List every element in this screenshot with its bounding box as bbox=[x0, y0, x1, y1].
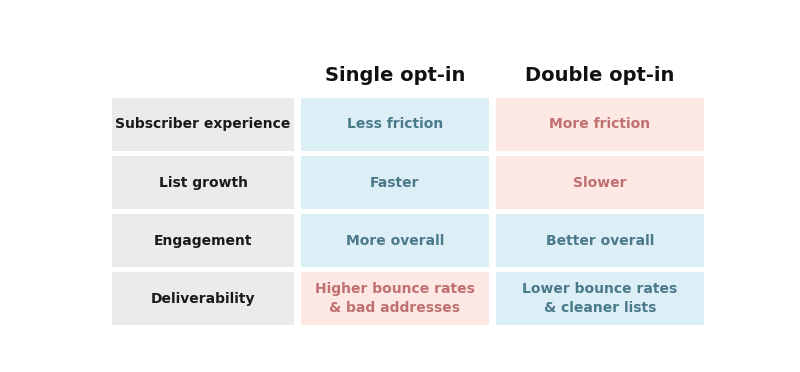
Text: Subscriber experience: Subscriber experience bbox=[115, 118, 291, 131]
FancyBboxPatch shape bbox=[496, 214, 704, 267]
FancyBboxPatch shape bbox=[496, 156, 704, 209]
Text: Single opt-in: Single opt-in bbox=[325, 66, 465, 85]
Text: Faster: Faster bbox=[370, 176, 419, 190]
Text: Engagement: Engagement bbox=[154, 234, 253, 248]
Text: Higher bounce rates
& bad addresses: Higher bounce rates & bad addresses bbox=[315, 282, 474, 315]
Text: List growth: List growth bbox=[158, 176, 248, 190]
Text: Double opt-in: Double opt-in bbox=[525, 66, 674, 85]
Text: Lower bounce rates
& cleaner lists: Lower bounce rates & cleaner lists bbox=[522, 282, 678, 315]
Text: More overall: More overall bbox=[346, 234, 444, 248]
FancyBboxPatch shape bbox=[112, 214, 294, 267]
Text: Better overall: Better overall bbox=[546, 234, 654, 248]
FancyBboxPatch shape bbox=[112, 98, 294, 151]
FancyBboxPatch shape bbox=[112, 272, 294, 326]
FancyBboxPatch shape bbox=[496, 98, 704, 151]
Text: More friction: More friction bbox=[550, 118, 650, 131]
FancyBboxPatch shape bbox=[496, 272, 704, 326]
FancyBboxPatch shape bbox=[301, 156, 489, 209]
FancyBboxPatch shape bbox=[112, 156, 294, 209]
FancyBboxPatch shape bbox=[301, 214, 489, 267]
Text: Deliverability: Deliverability bbox=[151, 292, 255, 306]
FancyBboxPatch shape bbox=[301, 272, 489, 326]
Text: Less friction: Less friction bbox=[346, 118, 443, 131]
FancyBboxPatch shape bbox=[301, 98, 489, 151]
Text: Slower: Slower bbox=[573, 176, 626, 190]
